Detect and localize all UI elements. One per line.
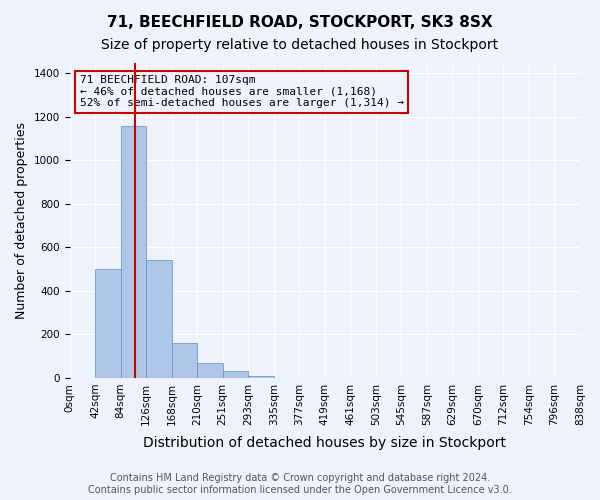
Text: 71 BEECHFIELD ROAD: 107sqm
← 46% of detached houses are smaller (1,168)
52% of s: 71 BEECHFIELD ROAD: 107sqm ← 46% of deta… bbox=[80, 75, 404, 108]
Text: Contains HM Land Registry data © Crown copyright and database right 2024.
Contai: Contains HM Land Registry data © Crown c… bbox=[88, 474, 512, 495]
X-axis label: Distribution of detached houses by size in Stockport: Distribution of detached houses by size … bbox=[143, 436, 506, 450]
Bar bbox=[197, 362, 223, 378]
Bar bbox=[95, 269, 121, 378]
Bar bbox=[146, 260, 172, 378]
Bar bbox=[172, 343, 197, 378]
Text: Size of property relative to detached houses in Stockport: Size of property relative to detached ho… bbox=[101, 38, 499, 52]
Bar bbox=[223, 372, 248, 378]
Y-axis label: Number of detached properties: Number of detached properties bbox=[15, 122, 28, 318]
Text: 71, BEECHFIELD ROAD, STOCKPORT, SK3 8SX: 71, BEECHFIELD ROAD, STOCKPORT, SK3 8SX bbox=[107, 15, 493, 30]
Bar bbox=[248, 376, 274, 378]
Bar bbox=[121, 126, 146, 378]
